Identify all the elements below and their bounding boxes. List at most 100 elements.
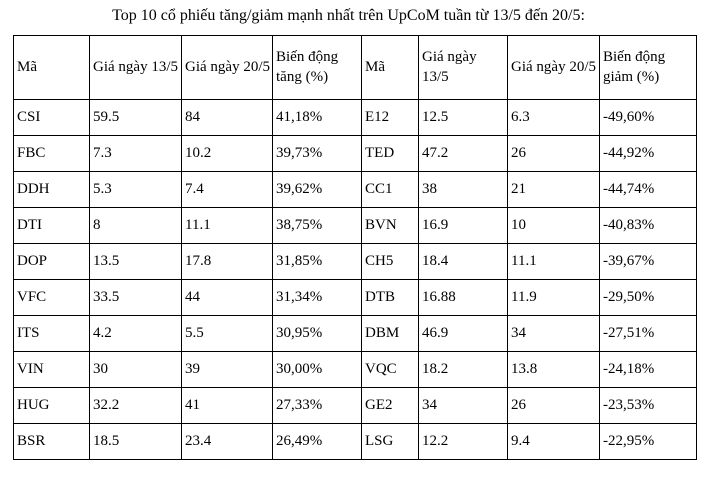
table-cell: 6.3 bbox=[507, 99, 600, 136]
table-row: DTI 8 11.1 38,75% BVN 16.9 10 -40,83% bbox=[13, 207, 697, 244]
table-cell: 41,18% bbox=[272, 99, 362, 136]
table-cell: 10 bbox=[507, 207, 600, 244]
table-cell: -44,92% bbox=[599, 135, 697, 172]
table-cell: CH5 bbox=[361, 243, 419, 280]
table-cell: -22,95% bbox=[599, 423, 697, 460]
table-row: HUG 32.2 41 27,33% GE2 34 26 -23,53% bbox=[13, 387, 697, 424]
table-cell: 46.9 bbox=[418, 315, 508, 352]
table-cell: 13.8 bbox=[507, 351, 600, 388]
table-cell: 32.2 bbox=[89, 387, 182, 424]
table-row: CSI 59.5 84 41,18% E12 12.5 6.3 -49,60% bbox=[13, 99, 697, 136]
table-cell: -23,53% bbox=[599, 387, 697, 424]
table-cell: 10.2 bbox=[181, 135, 273, 172]
table-cell: 26 bbox=[507, 387, 600, 424]
table-cell: 5.5 bbox=[181, 315, 273, 352]
stock-table: Mã Giá ngày 13/5 Giá ngày 20/5 Biến động… bbox=[13, 35, 697, 460]
table-cell: -27,51% bbox=[599, 315, 697, 352]
table-cell: 31,85% bbox=[272, 243, 362, 280]
table-cell: 39 bbox=[181, 351, 273, 388]
table-cell: -24,18% bbox=[599, 351, 697, 388]
table-cell: BVN bbox=[361, 207, 419, 244]
table-cell: 27,33% bbox=[272, 387, 362, 424]
table-row: DOP 13.5 17.8 31,85% CH5 18.4 11.1 -39,67% bbox=[13, 243, 697, 280]
table-cell: 34 bbox=[418, 387, 508, 424]
table-cell: VQC bbox=[361, 351, 419, 388]
table-cell: E12 bbox=[361, 99, 419, 136]
table-row: VFC 33.5 44 31,34% DTB 16.88 11.9 -29,50% bbox=[13, 279, 697, 316]
table-cell: 12.2 bbox=[418, 423, 508, 460]
table-cell: 41 bbox=[181, 387, 273, 424]
table-cell: 38 bbox=[418, 171, 508, 208]
table-cell: 44 bbox=[181, 279, 273, 316]
table-cell: 33.5 bbox=[89, 279, 182, 316]
table-cell: 30,00% bbox=[272, 351, 362, 388]
table-cell: 4.2 bbox=[89, 315, 182, 352]
table-row: VIN 30 39 30,00% VQC 18.2 13.8 -24,18% bbox=[13, 351, 697, 388]
table-row: DDH 5.3 7.4 39,62% CC1 38 21 -44,74% bbox=[13, 171, 697, 208]
header-bien-dong-tang: Biến động tăng (%) bbox=[272, 35, 362, 100]
table-cell: DTB bbox=[361, 279, 419, 316]
table-cell: -49,60% bbox=[599, 99, 697, 136]
table-cell: 9.4 bbox=[507, 423, 600, 460]
table-cell: 26 bbox=[507, 135, 600, 172]
table-cell: 13.5 bbox=[89, 243, 182, 280]
table-cell: 8 bbox=[89, 207, 182, 244]
table-cell: -39,67% bbox=[599, 243, 697, 280]
table-cell: 18.2 bbox=[418, 351, 508, 388]
table-cell: 16.88 bbox=[418, 279, 508, 316]
table-header-row: Mã Giá ngày 13/5 Giá ngày 20/5 Biến động… bbox=[13, 35, 697, 100]
table-cell: 5.3 bbox=[89, 171, 182, 208]
table-cell: GE2 bbox=[361, 387, 419, 424]
table-cell: BSR bbox=[13, 423, 90, 460]
table-row: BSR 18.5 23.4 26,49% LSG 12.2 9.4 -22,95% bbox=[13, 423, 697, 460]
header-bien-dong-giam: Biến động giảm (%) bbox=[599, 35, 697, 100]
header-gia-20-5-left: Giá ngày 20/5 bbox=[181, 35, 273, 100]
table-cell: FBC bbox=[13, 135, 90, 172]
table-cell: 11.1 bbox=[181, 207, 273, 244]
table-cell: VFC bbox=[13, 279, 90, 316]
table-cell: 26,49% bbox=[272, 423, 362, 460]
table-cell: 17.8 bbox=[181, 243, 273, 280]
table-cell: 31,34% bbox=[272, 279, 362, 316]
table-cell: 34 bbox=[507, 315, 600, 352]
table-cell: 21 bbox=[507, 171, 600, 208]
table-cell: 18.5 bbox=[89, 423, 182, 460]
table-cell: ITS bbox=[13, 315, 90, 352]
table-cell: 23.4 bbox=[181, 423, 273, 460]
table-cell: 7.3 bbox=[89, 135, 182, 172]
page-title: Top 10 cổ phiếu tăng/giảm mạnh nhất trên… bbox=[112, 7, 585, 24]
table-body: CSI 59.5 84 41,18% E12 12.5 6.3 -49,60% FBC 7.3 10… bbox=[13, 99, 697, 460]
table-cell: -40,83% bbox=[599, 207, 697, 244]
table-header: Mã Giá ngày 13/5 Giá ngày 20/5 Biến động… bbox=[13, 35, 697, 100]
header-ma-left: Mã bbox=[13, 35, 90, 100]
header-gia-13-5-right: Giá ngày 13/5 bbox=[418, 35, 508, 100]
table-cell: 30,95% bbox=[272, 315, 362, 352]
table-cell: 12.5 bbox=[418, 99, 508, 136]
table-cell: 7.4 bbox=[181, 171, 273, 208]
table-cell: DTI bbox=[13, 207, 90, 244]
table-cell: DBM bbox=[361, 315, 419, 352]
table-cell: 11.9 bbox=[507, 279, 600, 316]
table-cell: 84 bbox=[181, 99, 273, 136]
table-cell: VIN bbox=[13, 351, 90, 388]
table-cell: CSI bbox=[13, 99, 90, 136]
table-cell: 18.4 bbox=[418, 243, 508, 280]
table-row: ITS 4.2 5.5 30,95% DBM 46.9 34 -27,51% bbox=[13, 315, 697, 352]
table-cell: CC1 bbox=[361, 171, 419, 208]
header-gia-13-5-left: Giá ngày 13/5 bbox=[89, 35, 182, 100]
table-cell: 39,62% bbox=[272, 171, 362, 208]
header-ma-right: Mã bbox=[361, 35, 419, 100]
header-gia-20-5-right: Giá ngày 20/5 bbox=[507, 35, 600, 100]
table-cell: 11.1 bbox=[507, 243, 600, 280]
table-cell: -29,50% bbox=[599, 279, 697, 316]
table-cell: TED bbox=[361, 135, 419, 172]
table-cell: 30 bbox=[89, 351, 182, 388]
table-cell: 38,75% bbox=[272, 207, 362, 244]
table-cell: DDH bbox=[13, 171, 90, 208]
table-cell: HUG bbox=[13, 387, 90, 424]
table-cell: 47.2 bbox=[418, 135, 508, 172]
table-cell: -44,74% bbox=[599, 171, 697, 208]
table-cell: LSG bbox=[361, 423, 419, 460]
table-cell: 59.5 bbox=[89, 99, 182, 136]
